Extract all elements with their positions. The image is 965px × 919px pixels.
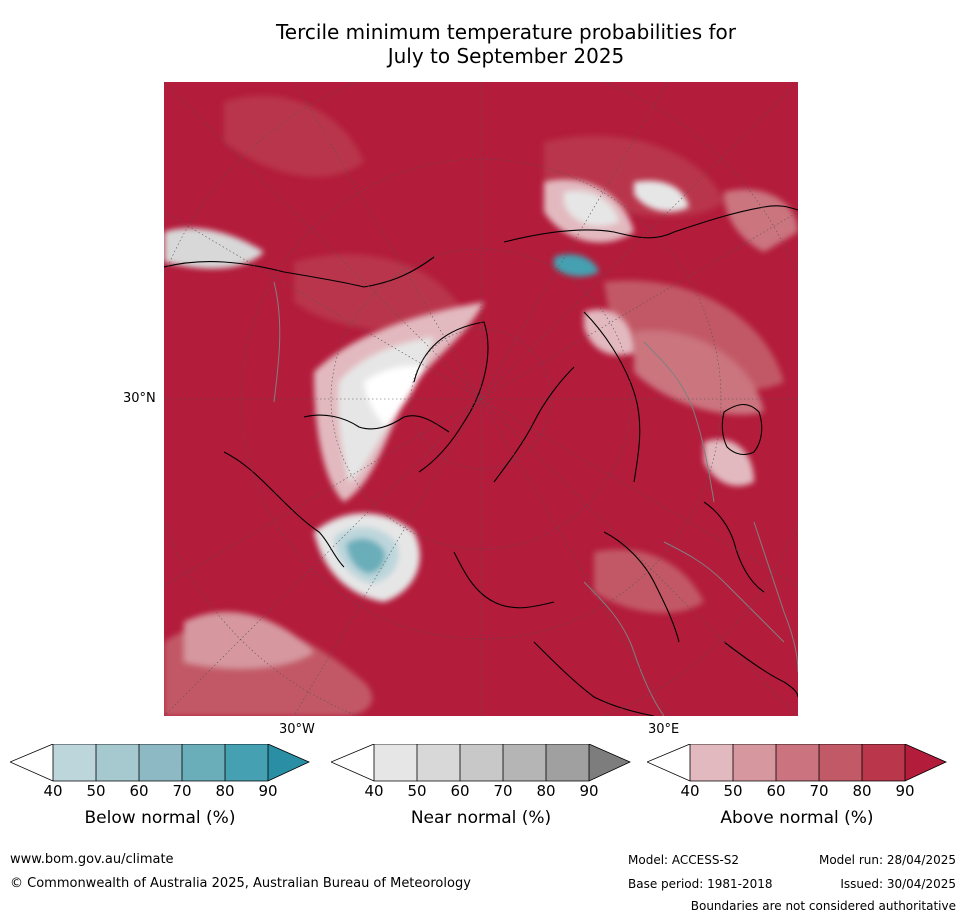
map-canvas	[164, 82, 798, 716]
model-run-text: Model run: 28/04/2025	[818, 853, 956, 867]
swatch-triangle-high	[905, 744, 946, 781]
swatch-50-60	[417, 744, 460, 781]
below-normal-regions	[314, 254, 599, 602]
tick-label: 60	[766, 782, 786, 800]
map-title: Tercile minimum temperature probabilitie…	[164, 20, 848, 68]
swatch-40-50	[690, 744, 733, 781]
lon-label-30w: 30°W	[279, 722, 315, 737]
tick-label: 60	[450, 782, 470, 800]
swatch-60-70	[776, 744, 819, 781]
colorbar-below-normal-ticks: 40 50 60 70 80 90	[10, 782, 310, 802]
swatch-80-90	[546, 744, 589, 781]
colorbar-near-normal-ticks: 40 50 60 70 80 90	[331, 782, 631, 802]
tick-label: 60	[129, 782, 149, 800]
colorbar-below-normal-swatches	[10, 744, 310, 782]
tick-label: 80	[215, 782, 235, 800]
swatch-triangle-low	[10, 744, 53, 781]
copyright-text: © Commonwealth of Australia 2025, Austra…	[10, 876, 471, 891]
swatch-triangle-high	[589, 744, 630, 781]
swatch-40-50	[374, 744, 417, 781]
tick-label: 90	[258, 782, 278, 800]
swatch-70-80	[182, 744, 225, 781]
swatch-50-60	[733, 744, 776, 781]
tick-label: 70	[809, 782, 829, 800]
swatch-triangle-low	[647, 744, 690, 781]
issued-text: Issued: 30/04/2025	[840, 877, 956, 891]
tick-label: 70	[493, 782, 513, 800]
coastlines	[164, 205, 798, 716]
swatch-70-80	[503, 744, 546, 781]
tick-label: 90	[579, 782, 599, 800]
swatch-60-70	[460, 744, 503, 781]
colorbar-near-normal: 40 50 60 70 80 90 Near normal (%)	[331, 744, 631, 828]
website-link[interactable]: www.bom.gov.au/climate	[10, 852, 174, 867]
lon-label-30e: 30°E	[648, 722, 680, 737]
disclaimer-text: Boundaries are not considered authoritat…	[690, 899, 956, 913]
colorbar-near-normal-swatches	[331, 744, 631, 782]
title-line-1: Tercile minimum temperature probabilitie…	[275, 20, 737, 44]
probability-map	[164, 82, 798, 716]
swatch-triangle-high	[268, 744, 309, 781]
tick-label: 40	[43, 782, 63, 800]
model-text: Model: ACCESS-S2	[628, 853, 740, 867]
tick-label: 40	[680, 782, 700, 800]
colorbar-above-normal: 40 50 60 70 80 90 Above normal (%)	[647, 744, 947, 828]
tick-label: 50	[407, 782, 427, 800]
tick-label: 40	[364, 782, 384, 800]
base-period-text: Base period: 1981-2018	[628, 877, 773, 891]
colorbar-above-normal-swatches	[647, 744, 947, 782]
colorbar-above-normal-ticks: 40 50 60 70 80 90	[647, 782, 947, 802]
near-normal-regions	[164, 179, 754, 502]
colorbar-below-normal-title: Below normal (%)	[84, 808, 236, 828]
tick-label: 50	[723, 782, 743, 800]
tick-label: 80	[536, 782, 556, 800]
tick-label: 80	[852, 782, 872, 800]
lat-label-30n: 30°N	[123, 391, 156, 406]
swatch-60-70	[139, 744, 182, 781]
swatch-triangle-low	[331, 744, 374, 781]
swatch-80-90	[862, 744, 905, 781]
swatch-40-50	[53, 744, 96, 781]
tick-label: 90	[895, 782, 915, 800]
tick-label: 70	[172, 782, 192, 800]
swatch-50-60	[96, 744, 139, 781]
tick-label: 50	[86, 782, 106, 800]
swatch-70-80	[819, 744, 862, 781]
colorbar-below-normal: 40 50 60 70 80 90 Below normal (%)	[10, 744, 310, 828]
swatch-80-90	[225, 744, 268, 781]
above-normal-lighter-regions	[164, 95, 798, 716]
colorbar-above-normal-title: Above normal (%)	[720, 808, 874, 828]
graticule	[164, 82, 798, 716]
title-line-2: July to September 2025	[387, 44, 625, 68]
colorbar-near-normal-title: Near normal (%)	[410, 808, 552, 828]
political-boundaries	[273, 281, 798, 716]
